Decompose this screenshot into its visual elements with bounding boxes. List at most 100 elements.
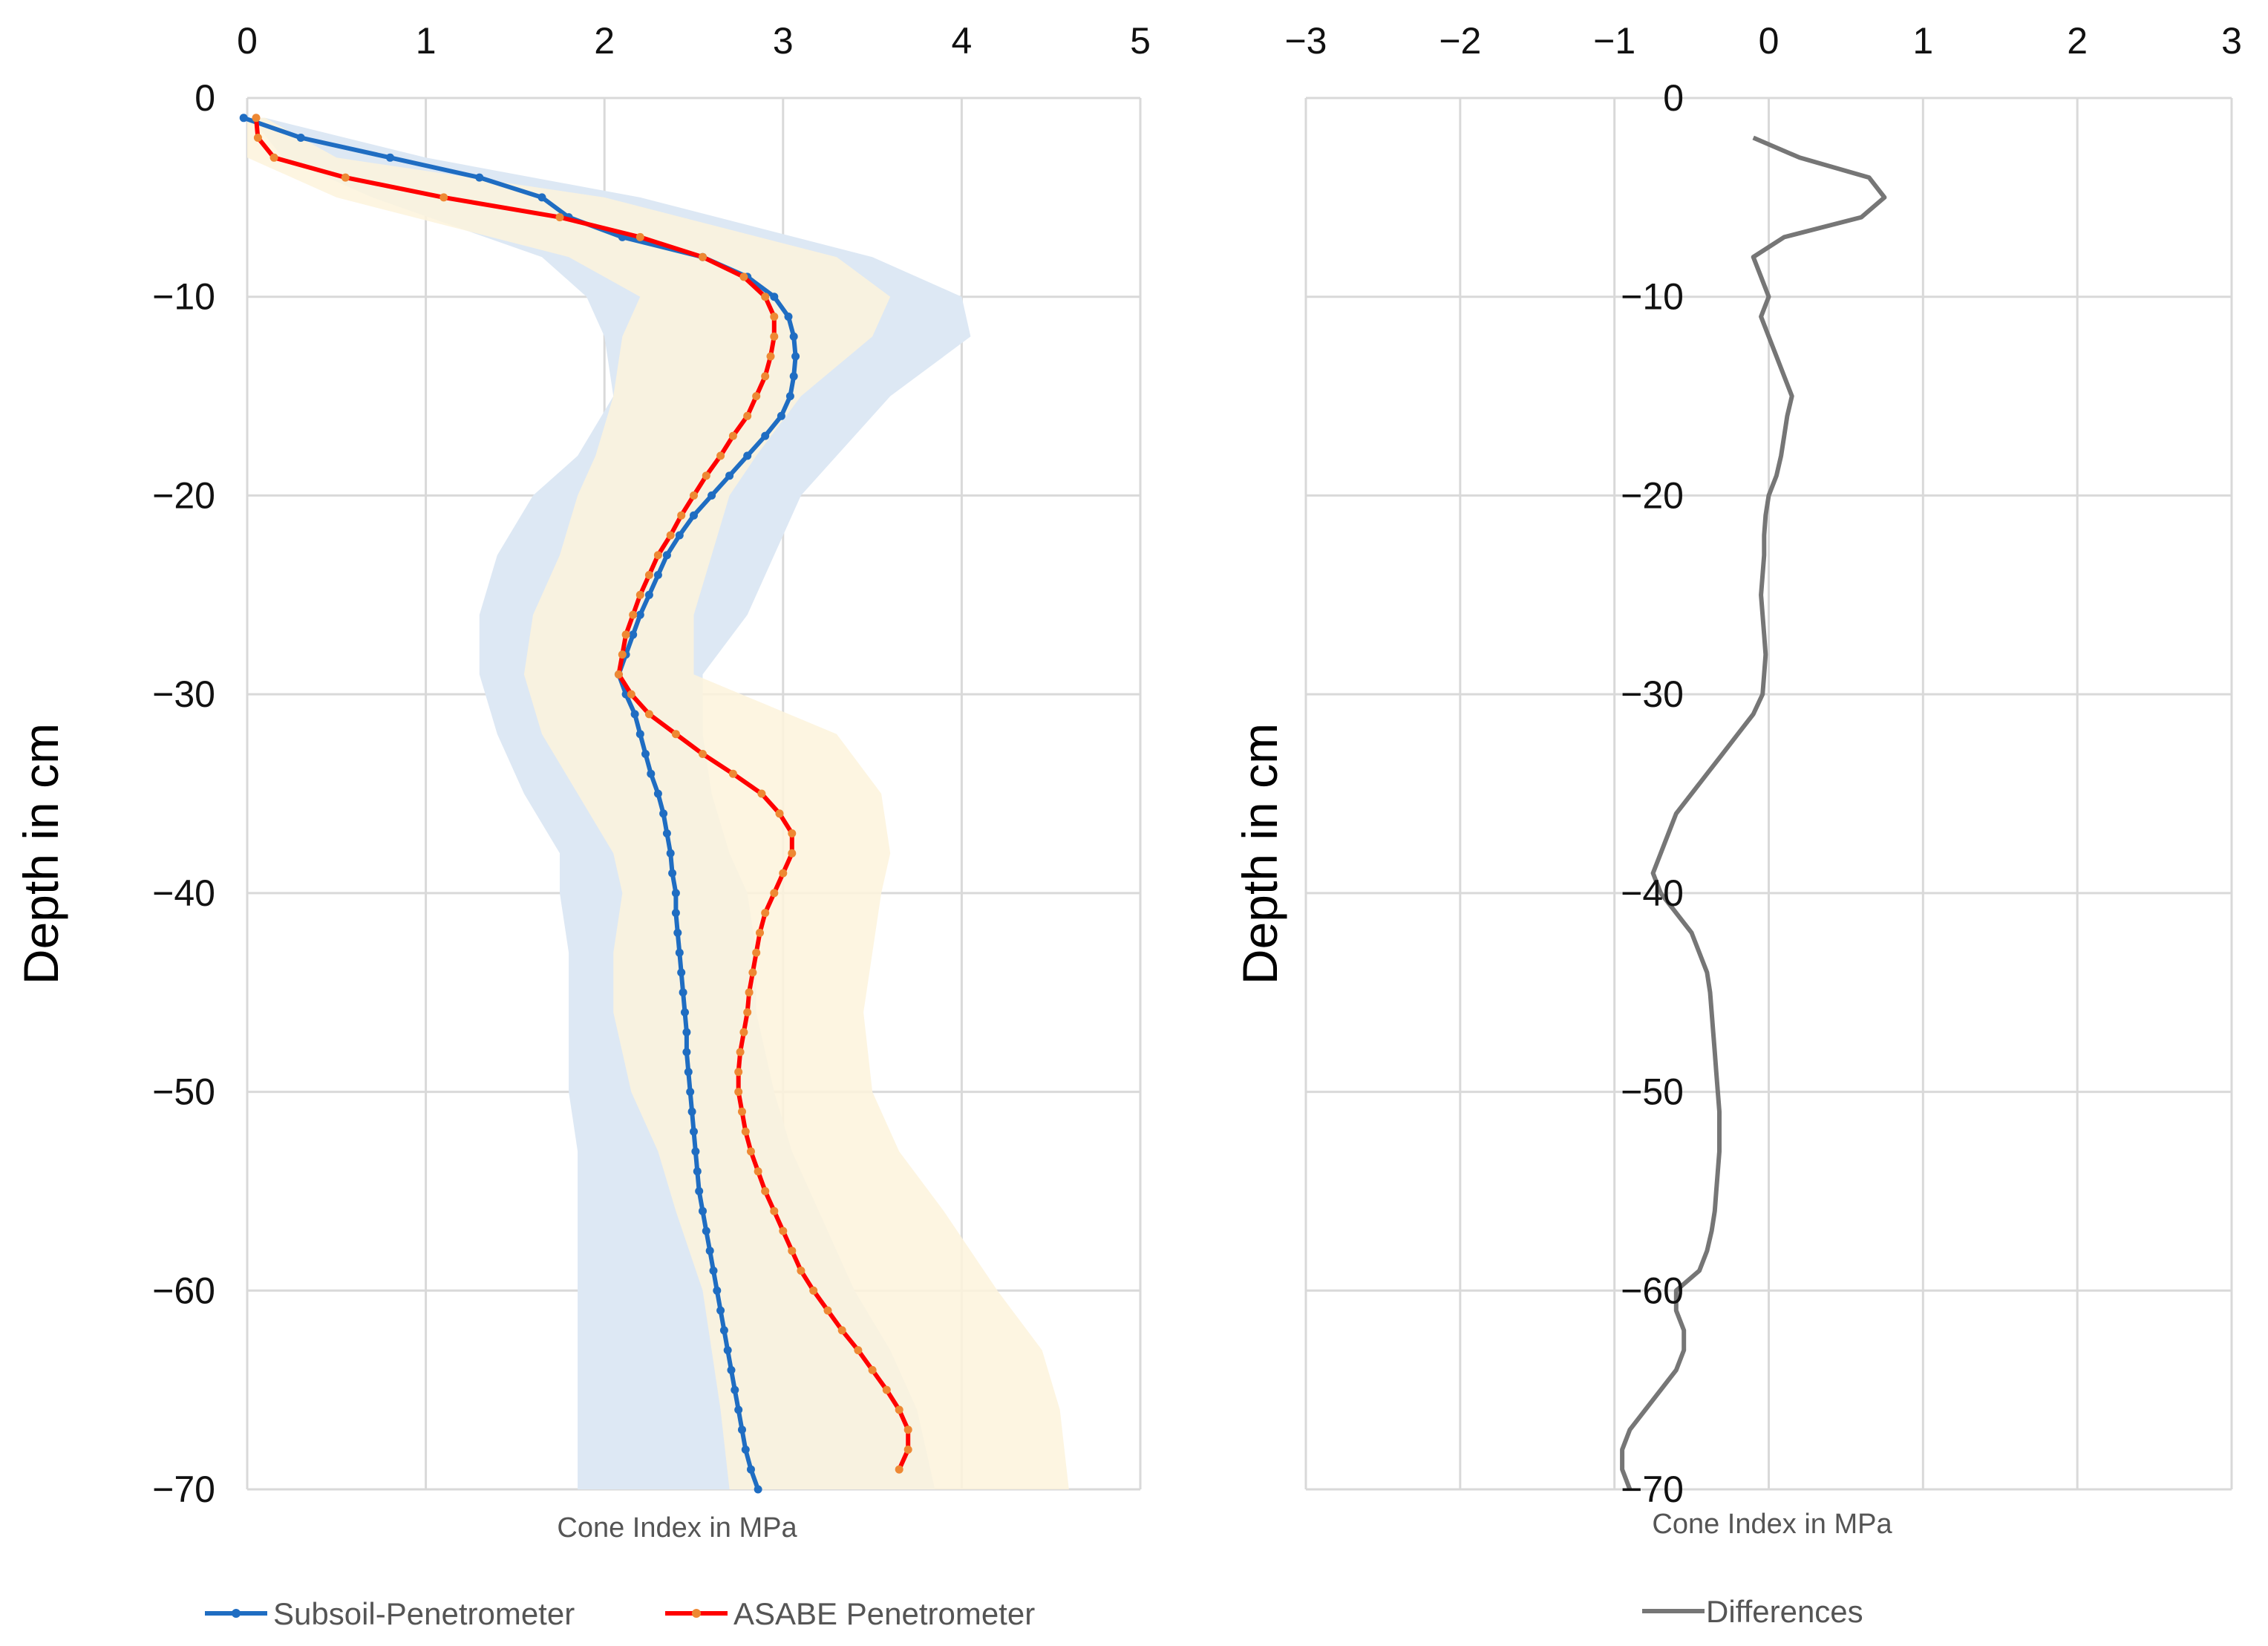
series-lines (1620, 135, 1887, 1491)
data-point (756, 928, 764, 937)
data-point (686, 1088, 695, 1097)
data-point (754, 1485, 762, 1494)
data-point (761, 293, 770, 301)
data-point (684, 1068, 693, 1077)
data-point (809, 1286, 818, 1295)
data-point (666, 849, 675, 858)
data-point (748, 968, 757, 977)
data-point (677, 968, 686, 977)
data-point (671, 730, 680, 739)
series-line (1620, 135, 1887, 1491)
legend-marker-subsoil (232, 1609, 241, 1618)
data-point (725, 471, 734, 480)
data-point (239, 114, 248, 123)
data-point (653, 789, 662, 798)
data-point (731, 1385, 739, 1394)
legend: Subsoil-Penetrometer ASABE Penetrometer (205, 1596, 1035, 1631)
data-point (739, 1028, 748, 1036)
data-point (747, 1147, 755, 1156)
legend: Differences (1642, 1594, 1863, 1629)
data-point (709, 1267, 718, 1275)
x-tick-label: 5 (1130, 20, 1151, 62)
data-point (789, 372, 798, 381)
data-point (895, 1465, 903, 1474)
data-point (757, 789, 766, 798)
x-tick-label: 4 (951, 20, 972, 62)
data-point (837, 1326, 846, 1335)
y-tick-label: −70 (152, 1469, 215, 1510)
data-point (761, 372, 770, 381)
x-tick-label: 3 (773, 20, 794, 62)
x-tick-labels: −3 −2 −1 0 1 2 3 (1284, 20, 2241, 62)
data-point (475, 173, 484, 182)
data-point (666, 531, 675, 540)
y-tick-labels: 0 −10 −20 −30 −40 −50 −60 −70 (1621, 77, 1684, 1510)
data-point (641, 750, 650, 758)
data-point (629, 630, 638, 639)
x-tick-label: 1 (416, 20, 437, 62)
data-point (777, 411, 785, 420)
legend-label-asabe: ASABE Penetrometer (733, 1596, 1035, 1631)
legend-label-differences: Differences (1706, 1594, 1863, 1629)
data-point (734, 1068, 743, 1077)
data-point (716, 1306, 725, 1315)
data-point (882, 1385, 891, 1394)
data-point (677, 511, 686, 520)
data-point (788, 829, 797, 837)
x-tick-label: −3 (1284, 20, 1327, 62)
data-point (671, 889, 680, 898)
data-point (675, 531, 684, 540)
y-tick-label: −10 (152, 276, 215, 318)
data-point (728, 769, 737, 778)
data-point (614, 670, 623, 679)
x-tick-label: 0 (237, 20, 258, 62)
data-point (673, 928, 682, 937)
data-point (386, 153, 394, 162)
data-point (630, 710, 639, 719)
chart-cone-index-comparison: 0 1 2 3 4 5 0 −10 −20 −30 −40 −50 −60 −70 Depth in c… (13, 20, 1151, 1631)
x-axis-label: Cone Index in MPa (1652, 1509, 1892, 1540)
data-point (788, 849, 797, 858)
y-axis-label: Depth in cm (1232, 723, 1287, 984)
data-point (784, 313, 793, 321)
data-point (693, 1167, 702, 1176)
x-axis-label: Cone Index in MPa (557, 1512, 797, 1544)
data-point (253, 134, 262, 142)
data-point (791, 352, 800, 361)
data-point (895, 1405, 903, 1414)
data-point (752, 392, 761, 401)
data-point (761, 1186, 770, 1195)
data-point (702, 1227, 710, 1235)
data-point (770, 293, 779, 301)
data-point (788, 1247, 797, 1255)
data-point (635, 590, 644, 599)
data-point (679, 988, 687, 997)
legend-label-subsoil: Subsoil-Penetrometer (273, 1596, 575, 1631)
y-tick-label: −70 (1621, 1469, 1684, 1510)
data-point (682, 1028, 691, 1036)
y-tick-labels: 0 −10 −20 −30 −40 −50 −60 −70 (152, 77, 215, 1510)
data-point (713, 1286, 722, 1295)
data-point (659, 809, 668, 818)
range-bands (247, 117, 1069, 1489)
data-point (690, 511, 698, 520)
data-point (743, 1008, 752, 1016)
data-point (635, 232, 644, 241)
y-tick-label: 0 (195, 77, 215, 119)
data-point (736, 1048, 745, 1056)
data-point (734, 1405, 743, 1414)
data-point (728, 431, 737, 440)
data-point (770, 332, 779, 341)
data-point (629, 610, 638, 619)
data-point (296, 134, 305, 142)
data-point (754, 1167, 762, 1176)
data-point (439, 193, 448, 202)
data-point (716, 451, 725, 460)
series-differences (1620, 135, 1887, 1491)
y-tick-label: −60 (1621, 1270, 1684, 1311)
data-point (635, 730, 644, 739)
data-point (770, 1206, 779, 1215)
series-asabe-penetrometer (252, 114, 912, 1474)
series-line (243, 115, 798, 1491)
